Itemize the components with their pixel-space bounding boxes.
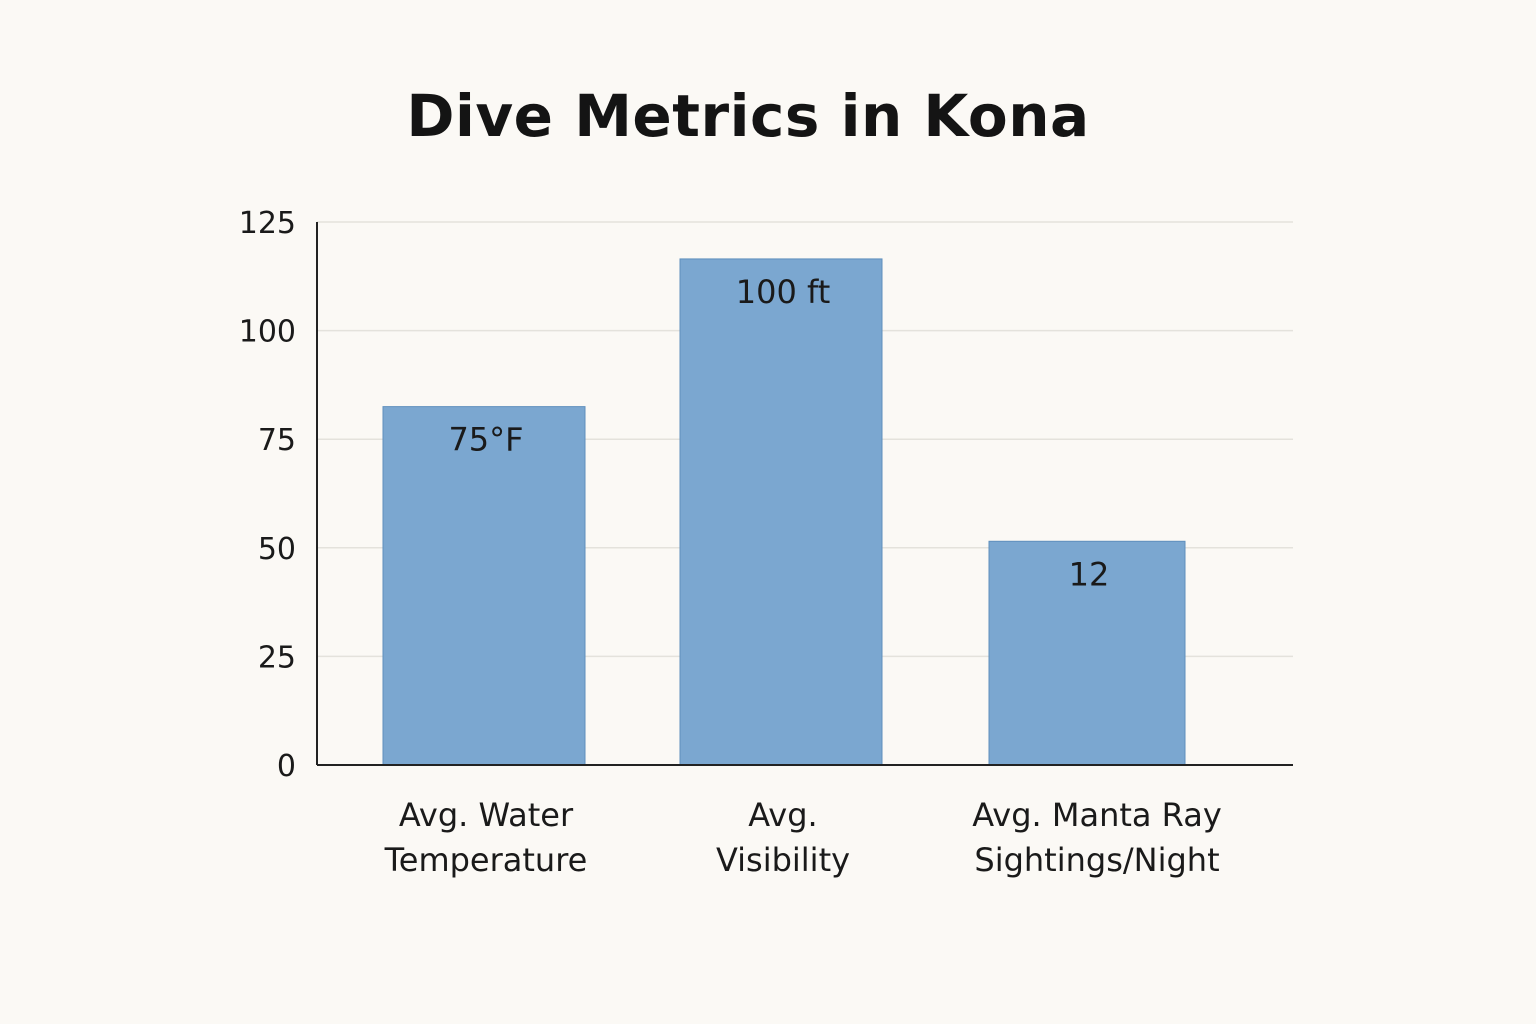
chart-title: Dive Metrics in Kona [406,82,1090,150]
bar-0 [382,406,586,766]
y-tick-label: 100 [239,315,296,350]
y-tick-label: 25 [258,640,296,675]
bars [382,258,1186,766]
bar-2 [988,540,1186,766]
axes [316,222,1293,766]
data-label: 75°F [448,421,523,459]
x-tick-label: Avg. Manta Ray [972,796,1222,834]
x-tick-label: Temperature [384,841,588,879]
y-tick-labels: 0 25 50 75 100 125 [239,206,296,784]
data-label: 100 ft [736,273,831,311]
y-tick-label: 0 [277,749,296,784]
x-tick-label: Visibility [716,841,850,879]
x-tick-label: Sightings/Night [974,841,1219,879]
bar-1 [679,258,883,766]
x-tick-label: Avg. [748,796,817,834]
y-tick-label: 50 [258,532,296,567]
y-tick-label: 75 [258,423,296,458]
data-labels: 75°F 100 ft 12 [448,273,1109,593]
data-label: 12 [1069,555,1110,593]
x-tick-label: Avg. Water [399,796,574,834]
y-tick-label: 125 [239,206,296,241]
x-tick-labels: Avg. Water Temperature Avg. Visibility Avg. … [384,796,1222,879]
